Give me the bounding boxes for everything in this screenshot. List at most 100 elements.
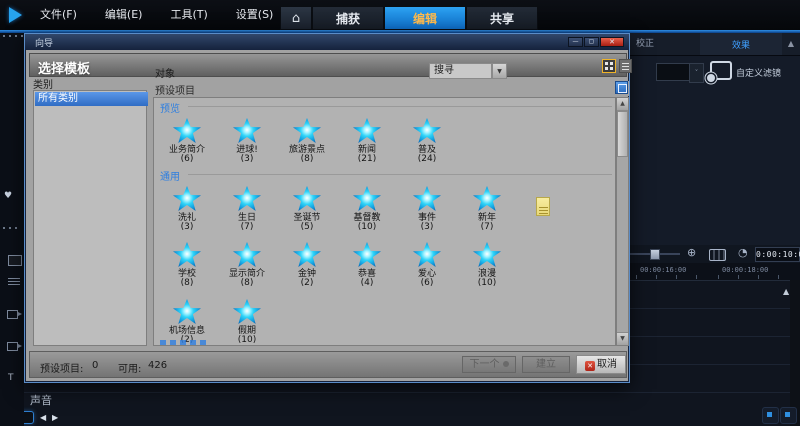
scroll-up-icon[interactable]: ▲ — [617, 98, 628, 111]
template-browser[interactable]: 预览 业务简介 (6) 进球! (3) 旅游景点 (8) 新闻 (21) 普及 … — [153, 97, 616, 346]
menu-tools[interactable]: 工具(T) — [170, 8, 208, 21]
menu-edit[interactable]: 编辑(E) — [104, 8, 143, 21]
template-item[interactable]: 圣诞节 (5) — [278, 186, 336, 232]
tab-edit[interactable]: 编辑 — [384, 6, 466, 30]
template-count: (3) — [420, 222, 434, 232]
home-tab-icon[interactable]: ⌂ — [280, 6, 312, 30]
scene-icon[interactable] — [709, 249, 726, 261]
zoom-slider-handle[interactable] — [650, 249, 660, 260]
effects-panel: 校正 效果 ▲ ˅ 自定义滤镜 — [630, 33, 800, 245]
template-count: (3) — [180, 222, 194, 232]
template-item[interactable]: 假期 (10) — [218, 299, 276, 345]
overlay-track-icon[interactable] — [7, 342, 22, 351]
star-icon — [173, 242, 201, 267]
maximize-button[interactable]: ▢ — [584, 37, 599, 47]
timeline-view-icon[interactable] — [8, 278, 20, 286]
dropdown-arrow-icon[interactable]: ˅ — [689, 63, 704, 83]
presets-bar: 预设项目 — [153, 81, 629, 97]
dialog-title: 选择模板 — [38, 62, 91, 77]
template-item[interactable]: 浪漫 (10) — [458, 242, 516, 288]
bottom-right-tool-icon[interactable] — [762, 407, 779, 424]
template-item[interactable]: 金钟 (2) — [278, 242, 336, 288]
minimize-button[interactable]: — — [568, 37, 583, 47]
magnifier-icon[interactable]: ⊕ — [687, 246, 697, 259]
bottom-right-tool-icon[interactable] — [780, 407, 797, 424]
scroll-up-icon[interactable]: ▲ — [783, 287, 790, 296]
expand-presets-icon[interactable] — [615, 81, 628, 94]
star-icon — [173, 118, 201, 143]
thumbnail-view-icon[interactable] — [602, 59, 616, 73]
template-label: 基督教 — [353, 213, 381, 223]
star-icon — [413, 118, 441, 143]
category-label: 类别 — [33, 80, 53, 91]
close-button[interactable]: ✕ — [600, 37, 624, 47]
tab-share[interactable]: 共享 — [466, 6, 538, 30]
template-scrollbar[interactable]: ▲ ▼ — [616, 97, 629, 346]
marker-icon[interactable]: ♥ — [4, 191, 13, 201]
dialog-header: 选择模板 — [29, 53, 632, 77]
list-view-icon[interactable] — [619, 59, 632, 73]
tab-effect[interactable]: 效果 — [700, 33, 782, 55]
tab-correction[interactable]: 校正 — [636, 39, 655, 49]
template-item[interactable]: 基督教 (10) — [338, 186, 396, 232]
tab-capture[interactable]: 捕获 — [312, 6, 384, 30]
template-item[interactable]: 洗礼 (3) — [158, 186, 216, 232]
custom-filter-label[interactable]: 自定义滤镜 — [736, 69, 782, 79]
template-item[interactable]: 旅游景点 (8) — [278, 118, 336, 164]
template-label: 假期 — [237, 326, 256, 336]
available-value: 426 — [148, 360, 168, 371]
star-icon — [473, 242, 501, 267]
star-icon — [233, 242, 261, 267]
collapse-panel-icon[interactable]: ▲ — [787, 39, 794, 48]
template-count: (10) — [477, 278, 497, 288]
title-track-icon[interactable]: T — [8, 373, 14, 383]
wizard-dialog: 向导 — ▢ ✕ 选择模板 类别 所有类别 对象 搜寻 ▼ 预设项目 预览 业务… — [24, 33, 632, 383]
next-icon[interactable]: ▶ — [52, 413, 59, 422]
search-dropdown[interactable]: 搜寻 — [429, 63, 492, 79]
timeline-scrollbar[interactable] — [790, 280, 800, 426]
prev-icon[interactable]: ◀ — [40, 413, 47, 422]
template-item[interactable]: 业务简介 (6) — [158, 118, 216, 164]
clock-icon[interactable]: ◔ — [738, 246, 748, 259]
template-item[interactable]: 新闻 (21) — [338, 118, 396, 164]
template-count: (21) — [357, 154, 377, 164]
template-item[interactable]: 普及 (24) — [398, 118, 456, 164]
video-track-icon[interactable] — [7, 310, 22, 319]
template-item[interactable]: 事件 (3) — [398, 186, 456, 232]
cancel-button[interactable]: ✕ 取消 — [576, 355, 626, 374]
template-item[interactable]: 学校 (8) — [158, 242, 216, 288]
template-item[interactable]: 显示简介 (8) — [218, 242, 276, 288]
template-label: 金钟 — [297, 269, 316, 279]
template-item[interactable]: 机场信息 (2) — [158, 299, 216, 345]
template-label: 生日 — [237, 213, 256, 223]
section-header: 通用 — [160, 172, 180, 183]
object-label: 对象 — [155, 69, 175, 80]
template-label: 新年 — [477, 213, 496, 223]
template-count: (5) — [300, 222, 314, 232]
template-item[interactable]: 爱心 (6) — [398, 242, 456, 288]
scroll-down-icon[interactable]: ▼ — [617, 332, 628, 345]
template-label: 浪漫 — [477, 269, 496, 279]
storyboard-view-icon[interactable] — [8, 255, 22, 266]
filter-preset-dropdown[interactable] — [656, 63, 690, 81]
template-item[interactable]: 新年 (7) — [458, 186, 516, 232]
template-label: 新闻 — [357, 145, 376, 155]
next-button[interactable]: 下一个 — [462, 356, 516, 373]
create-button[interactable]: 建立 — [522, 356, 570, 373]
template-item[interactable]: 生日 (7) — [218, 186, 276, 232]
clipped-section-header — [160, 340, 230, 345]
template-item[interactable]: 进球! (3) — [218, 118, 276, 164]
dialog-titlebar[interactable]: 向导 — ▢ ✕ — [25, 34, 629, 50]
template-item[interactable]: 恭喜 (4) — [338, 242, 396, 288]
template-label: 爱心 — [417, 269, 436, 279]
category-item-all[interactable]: 所有类别 — [35, 92, 148, 106]
search-dropdown-arrow-icon[interactable]: ▼ — [492, 63, 507, 79]
menu-file[interactable]: 文件(F) — [40, 8, 77, 21]
menu-settings[interactable]: 设置(S) — [235, 8, 274, 21]
template-count: (10) — [237, 335, 257, 345]
star-icon — [233, 118, 261, 143]
template-count: (6) — [180, 154, 194, 164]
scrollbar-thumb[interactable] — [617, 111, 628, 157]
category-list[interactable]: 所有类别 — [33, 90, 148, 346]
star-icon — [233, 186, 261, 211]
